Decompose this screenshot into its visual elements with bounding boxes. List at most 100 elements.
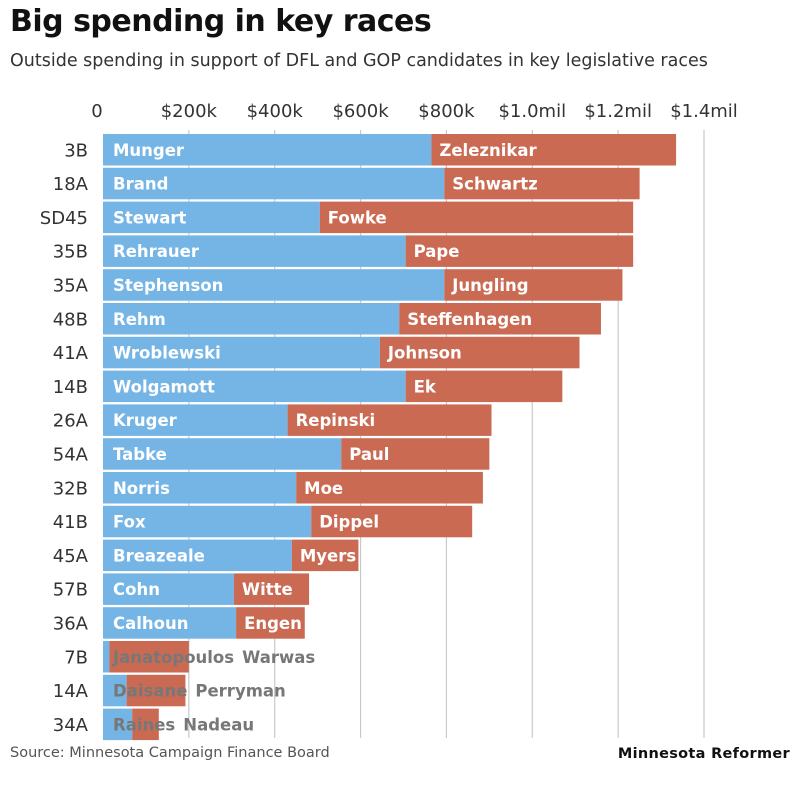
bar-dfl: [103, 641, 110, 673]
gop-candidate-label: Nadeau: [183, 715, 254, 734]
category-label: 45A: [53, 546, 89, 567]
bar-dfl: [103, 336, 380, 369]
category-label: 35B: [53, 242, 88, 263]
chart-title: Big spending in key races: [10, 4, 432, 39]
gop-candidate-label: Jungling: [451, 276, 528, 295]
gop-candidate-label: Dippel: [319, 513, 379, 532]
dfl-candidate-label: Rehm: [113, 310, 166, 329]
gop-candidate-label: Moe: [304, 479, 343, 498]
x-tick-label: $1.2mil: [584, 101, 652, 122]
bar-gop: [287, 404, 492, 436]
dfl-candidate-label: Rehrauer: [113, 242, 200, 261]
gop-candidate-label: Witte: [242, 580, 293, 599]
gop-candidate-label: Engen: [244, 614, 302, 633]
bar-gop: [319, 201, 634, 234]
category-label: 26A: [53, 411, 89, 432]
gop-candidate-label: Fowke: [328, 208, 387, 227]
gop-candidate-label: Zeleznikar: [439, 141, 537, 160]
labels: 0 $200k $400k $600k $800k $1.0mil $1.2mil $1.4m…: [40, 101, 738, 736]
dfl-candidate-label: Munger: [113, 141, 185, 160]
category-label: 41B: [53, 512, 88, 533]
bar-dfl: [103, 404, 288, 436]
bar-dfl: [103, 438, 342, 470]
category-label: 48B: [53, 309, 88, 330]
gop-candidate-label: Ek: [414, 377, 437, 396]
gop-candidate-label: Repinski: [296, 411, 376, 430]
bar-dfl: [103, 201, 320, 234]
x-tick-label: 0: [91, 101, 102, 122]
bar-gop: [399, 303, 601, 335]
dfl-candidate-label: Stewart: [113, 208, 186, 227]
bar-gop: [444, 269, 623, 301]
bar-dfl: [103, 303, 400, 335]
bar-gop: [296, 472, 483, 504]
source-note: Source: Minnesota Campaign Finance Board: [10, 745, 330, 761]
bar-gop: [109, 641, 189, 673]
bar-dfl: [103, 472, 297, 504]
dfl-candidate-label: Daisane: [113, 682, 187, 701]
x-tick-label: $200k: [161, 101, 218, 122]
dfl-candidate-label: Calhoun: [113, 614, 188, 633]
publisher-brand: Minnesota Reformer: [617, 746, 790, 762]
bar-dfl: [103, 539, 292, 572]
bar-gop: [126, 674, 186, 707]
bar-gop: [379, 336, 580, 369]
dfl-candidate-label: Kruger: [113, 411, 178, 430]
dfl-candidate-label: Janatopoulos: [112, 648, 234, 667]
category-label: 41A: [53, 343, 89, 364]
category-label: 57B: [53, 580, 88, 601]
bar-gop: [444, 167, 640, 200]
gop-candidate-label: Paul: [349, 445, 389, 464]
gop-candidate-label: Johnson: [387, 344, 462, 363]
gop-candidate-label: Pape: [414, 242, 460, 261]
candidate-labels-offbar: Raines Nadeau: [113, 715, 254, 734]
dfl-candidate-label: Tabke: [113, 445, 167, 464]
x-tick-label: $400k: [247, 101, 304, 122]
bar-dfl: [103, 607, 237, 639]
x-tick-label: $1.4mil: [670, 101, 738, 122]
bar-dfl: [103, 505, 312, 538]
category-label: 34A: [53, 715, 89, 736]
bar-dfl: [103, 708, 133, 741]
dfl-candidate-label: Raines: [113, 715, 175, 734]
x-tick-label: $1.0mil: [498, 101, 566, 122]
bars: [103, 134, 677, 741]
bar-gop: [341, 438, 490, 470]
bar-dfl: [103, 134, 432, 166]
bar-dfl: [103, 370, 406, 403]
category-label: 32B: [53, 478, 88, 499]
bar-gop: [291, 539, 359, 572]
bar-dfl: [103, 573, 234, 605]
bar-gop: [431, 134, 677, 166]
bar-dfl: [103, 269, 445, 301]
category-label: 14A: [53, 681, 89, 702]
category-label: 18A: [53, 174, 89, 195]
category-label: 3B: [64, 140, 88, 161]
chart-subtitle: Outside spending in support of DFL and G…: [10, 51, 708, 71]
dfl-candidate-label: Wroblewski: [113, 344, 221, 363]
bar-dfl: [103, 674, 127, 707]
candidate-labels-offbar: Janatopoulos Warwas: [112, 648, 315, 667]
bar-gop: [405, 370, 563, 403]
gop-candidate-label: Myers: [300, 546, 357, 565]
category-label: 14B: [53, 377, 88, 398]
category-label: 54A: [53, 444, 89, 465]
dfl-candidate-label: Stephenson: [113, 276, 223, 295]
category-label: 35A: [53, 275, 89, 296]
category-label: SD45: [40, 208, 88, 229]
gop-candidate-label: Steffenhagen: [407, 310, 532, 329]
dfl-candidate-label: Fox: [113, 513, 146, 532]
category-label: 7B: [64, 647, 88, 668]
dfl-candidate-label: Norris: [113, 479, 170, 498]
bar-dfl: [103, 235, 406, 267]
x-tick-label: $600k: [332, 101, 389, 122]
gop-candidate-label: Schwartz: [452, 175, 537, 194]
category-label: 36A: [53, 613, 89, 634]
bar-gop: [405, 235, 634, 267]
gop-candidate-label: Perryman: [195, 682, 285, 701]
dfl-candidate-label: Breazeale: [113, 546, 205, 565]
candidate-labels-offbar: Daisane Perryman: [113, 682, 286, 701]
dfl-candidate-label: Cohn: [113, 580, 160, 599]
bar-gop: [132, 708, 159, 741]
